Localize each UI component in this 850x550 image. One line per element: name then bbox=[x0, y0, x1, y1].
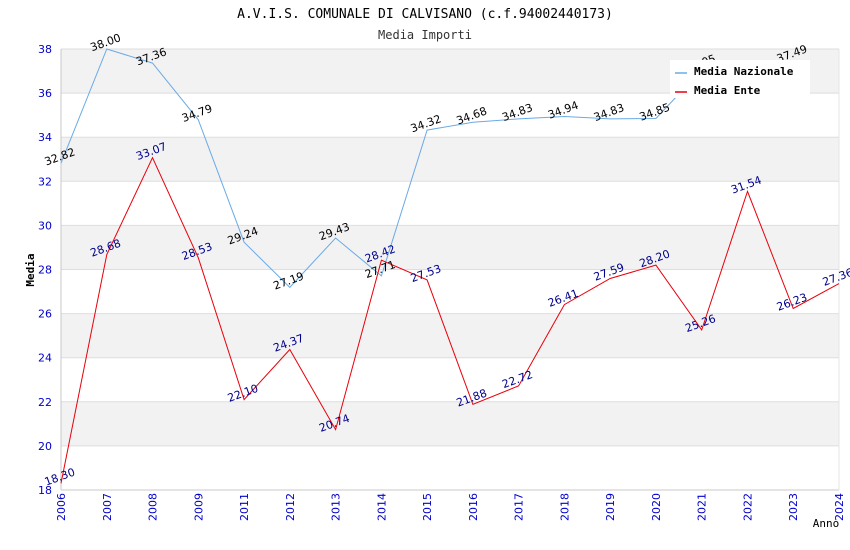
x-tick-label: 2022 bbox=[741, 493, 754, 521]
y-tick-label: 36 bbox=[38, 87, 52, 100]
y-tick-label: 34 bbox=[38, 131, 52, 144]
legend-background bbox=[670, 60, 810, 98]
x-tick-labels: 2006 2007 2008 2009 2011 2012 2013 2014 2015 2016… bbox=[55, 493, 846, 521]
chart-title: A.V.I.S. COMUNALE DI CALVISANO (c.f.9400… bbox=[237, 7, 613, 22]
y-tick-label: 38 bbox=[38, 43, 52, 56]
legend-label-media-nazionale: Media Nazionale bbox=[694, 65, 794, 78]
series-line-media-ente bbox=[60, 156, 840, 484]
y-tick-label: 22 bbox=[38, 396, 52, 409]
data-label-media-nazionale: 34.85 bbox=[638, 101, 672, 124]
x-tick-label: 2018 bbox=[558, 493, 571, 521]
y-tick-labels: 18 20 22 24 26 28 30 32 34 36 38 bbox=[38, 43, 52, 497]
data-label-media-nazionale: 34.32 bbox=[409, 112, 443, 135]
x-tick-label: 2017 bbox=[513, 493, 526, 521]
x-tick-label: 2013 bbox=[330, 493, 343, 521]
y-tick-label: 30 bbox=[38, 219, 52, 232]
x-tick-label: 2016 bbox=[467, 493, 480, 521]
x-tick-label: 2021 bbox=[696, 493, 709, 521]
x-tick-label: 2020 bbox=[650, 493, 663, 521]
x-tick-label: 2019 bbox=[604, 493, 617, 521]
y-tick-label: 20 bbox=[38, 440, 52, 453]
data-label-media-nazionale: 34.83 bbox=[592, 101, 626, 124]
series-lines bbox=[60, 49, 840, 484]
y-tick-label: 28 bbox=[38, 264, 52, 277]
data-label-media-nazionale: 34.94 bbox=[546, 99, 580, 122]
data-label-media-ente: 22.72 bbox=[500, 368, 534, 391]
chart-subtitle: Media Importi bbox=[378, 28, 472, 42]
data-label-media-nazionale: 34.79 bbox=[180, 102, 214, 125]
data-label-media-nazionale: 34.68 bbox=[455, 104, 489, 127]
data-label-media-ente: 26.23 bbox=[775, 291, 809, 314]
x-tick-label: 2006 bbox=[55, 493, 68, 521]
y-tick-label: 24 bbox=[38, 352, 52, 365]
x-tick-label: 2014 bbox=[375, 493, 388, 521]
y-axis-label: Media bbox=[24, 253, 37, 286]
x-tick-label: 2024 bbox=[833, 493, 846, 521]
plot-bands bbox=[61, 49, 839, 446]
y-tick-label: 26 bbox=[38, 308, 52, 321]
x-tick-label: 2012 bbox=[284, 493, 297, 521]
plot-band bbox=[61, 313, 839, 358]
data-label-media-nazionale: 27.19 bbox=[272, 270, 306, 293]
x-tick-label: 2023 bbox=[787, 493, 800, 521]
legend: Media Nazionale Media Ente bbox=[670, 60, 810, 98]
x-tick-label: 2015 bbox=[421, 493, 434, 521]
x-axis-label: Anno bbox=[813, 517, 840, 530]
data-label-media-nazionale: 34.83 bbox=[500, 101, 534, 124]
y-tick-label: 32 bbox=[38, 175, 52, 188]
x-tick-label: 2008 bbox=[147, 493, 160, 521]
plot-band bbox=[61, 225, 839, 270]
x-tick-label: 2009 bbox=[192, 493, 205, 521]
x-tick-label: 2011 bbox=[238, 493, 251, 521]
y-tick-label: 18 bbox=[38, 484, 52, 497]
axes bbox=[60, 49, 840, 491]
x-tick-label: 2007 bbox=[101, 493, 114, 521]
data-label-media-ente: 18.30 bbox=[43, 466, 77, 489]
legend-label-media-ente: Media Ente bbox=[694, 84, 761, 97]
plot-band bbox=[61, 401, 839, 446]
plot-band bbox=[61, 137, 839, 182]
